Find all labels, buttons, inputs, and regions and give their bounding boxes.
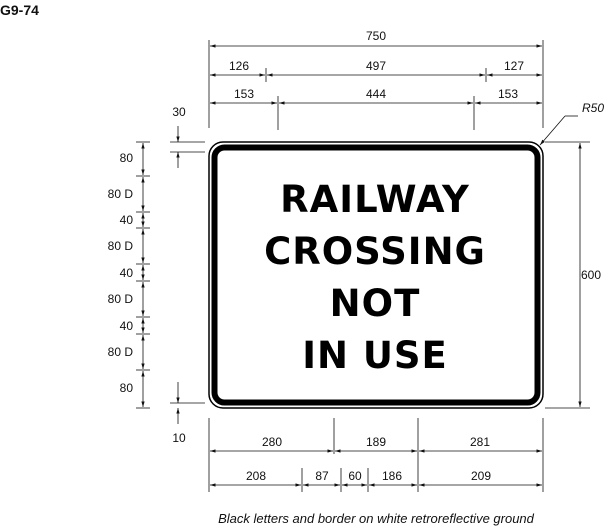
dim-stack-7: 40 (120, 319, 134, 333)
bottom-dimensions: 280 189 281 208 87 60 186 209 (208, 418, 544, 492)
dim-stack-2: 80 D (108, 187, 134, 201)
dim-row2-right: 127 (504, 59, 524, 73)
dim-stack-4: 80 D (108, 239, 134, 253)
sign-line-2: CROSSING (264, 230, 486, 273)
height-dimension: 600 (545, 141, 601, 409)
dim-stack-5: 40 (120, 266, 134, 280)
dim-row2-left: 126 (229, 59, 249, 73)
dim-row3-right: 153 (498, 87, 518, 101)
dim-stack-9: 80 (120, 381, 134, 395)
dim-overall-width: 750 (366, 29, 386, 43)
top-dimensions: 750 126 497 127 153 444 153 (208, 29, 544, 130)
dim-bottom2-1: 208 (246, 469, 266, 483)
dim-row2-mid: 497 (366, 59, 386, 73)
sign-line-3: NOT (330, 282, 421, 325)
dim-bottom2-4: 186 (382, 469, 402, 483)
dim-bottom1-left: 280 (262, 435, 282, 449)
dim-top-margin: 30 (172, 105, 186, 119)
dim-bottom2-5: 209 (471, 469, 491, 483)
dim-bottom-margin: 10 (172, 431, 186, 445)
dim-stack-6: 80 D (108, 292, 134, 306)
sign-line-4: IN USE (302, 334, 448, 377)
sign-border (211, 144, 541, 406)
sign-panel: RAILWAY CROSSING NOT IN USE (208, 141, 544, 409)
caption: Black letters and border on white retror… (218, 511, 535, 526)
corner-radius-callout: R50 (539, 101, 604, 146)
dim-row3-mid: 444 (366, 87, 386, 101)
dim-stack-3: 40 (120, 213, 134, 227)
dim-stack-1: 80 (120, 151, 134, 165)
dim-bottom1-mid: 189 (366, 435, 386, 449)
dim-row3-left: 153 (234, 87, 254, 101)
sign-code: G9-74 (0, 2, 39, 18)
sign-line-1: RAILWAY (280, 178, 470, 221)
dim-height: 600 (581, 268, 601, 282)
dim-bottom1-right: 281 (470, 435, 490, 449)
left-dimensions: 30 80 80 D 40 80 D 40 80 D 40 80 D 80 (108, 105, 205, 445)
dim-corner-radius: R50 (582, 101, 604, 115)
dim-stack-8: 80 D (108, 345, 134, 359)
dim-bottom2-2: 87 (315, 469, 329, 483)
dim-bottom2-3: 60 (348, 469, 362, 483)
